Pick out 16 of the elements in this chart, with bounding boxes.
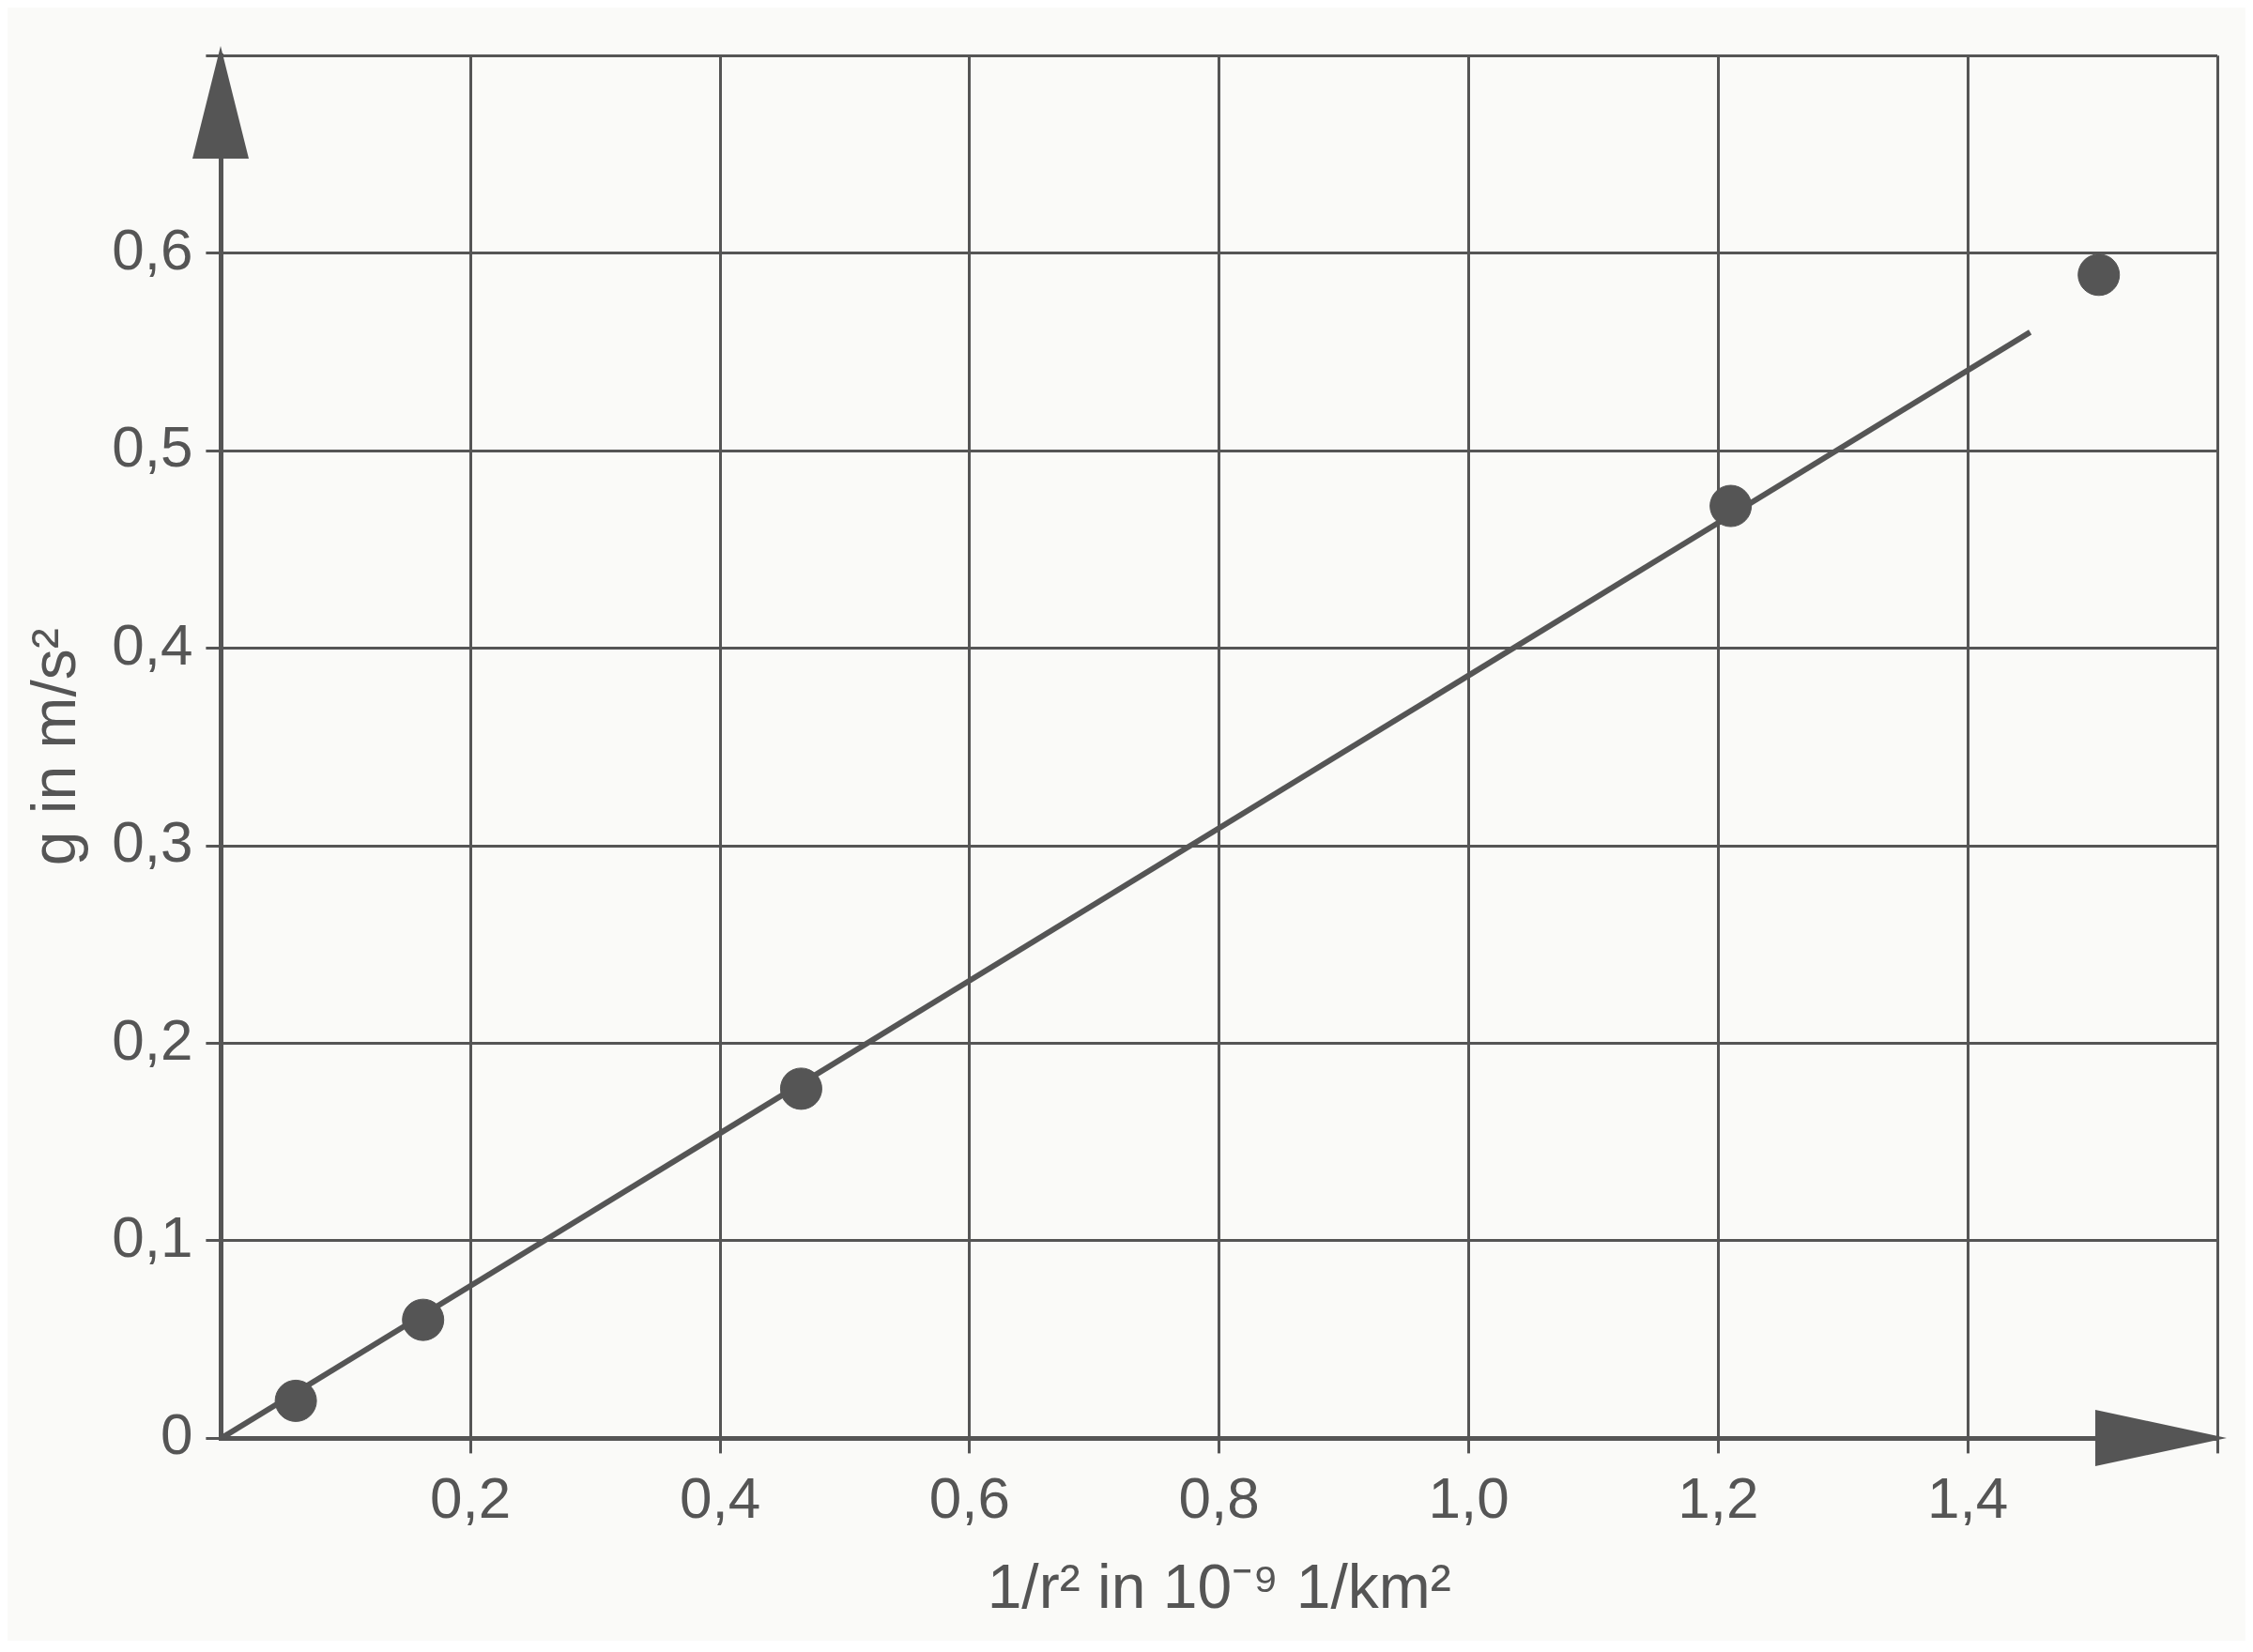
y-tick-label: 0,4 (112, 611, 193, 677)
x-tick-label: 0,6 (928, 1464, 1010, 1530)
y-tick-label: 0,2 (112, 1006, 193, 1072)
y-tick-label: 0,6 (112, 216, 193, 282)
y-tick-label: 0,3 (112, 809, 193, 875)
y-tick-label: 0,5 (112, 414, 193, 480)
x-tick-label: 1,2 (1678, 1464, 1759, 1530)
x-tick-label: 0,2 (430, 1464, 512, 1530)
x-axis-title: 1/r² in 10⁻⁹ 1/km² (987, 1551, 1451, 1621)
y-tick-label: 0 (160, 1401, 193, 1467)
x-tick-label: 0,4 (679, 1464, 761, 1530)
x-tick-label: 1,0 (1428, 1464, 1510, 1530)
y-tick-label: 0,1 (112, 1204, 193, 1270)
x-tick-label: 0,8 (1178, 1464, 1260, 1530)
x-tick-label: 1,4 (1927, 1464, 2009, 1530)
y-axis-title: g in m/s² (18, 628, 88, 866)
